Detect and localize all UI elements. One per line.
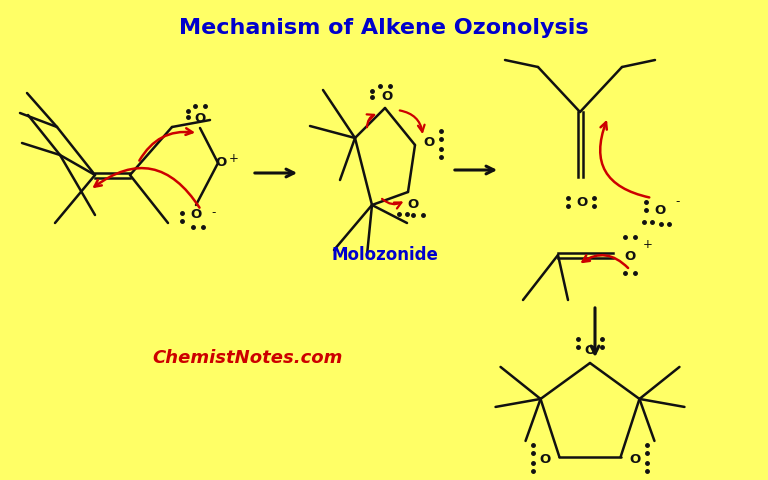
Text: O: O [584, 344, 596, 357]
Text: +: + [229, 152, 239, 165]
Text: O: O [382, 91, 392, 104]
Text: O: O [407, 197, 419, 211]
Text: Molozonide: Molozonide [332, 246, 439, 264]
Text: O: O [576, 195, 588, 208]
Text: -: - [212, 206, 216, 219]
Text: ChemistNotes.com: ChemistNotes.com [153, 349, 343, 367]
Text: O: O [624, 251, 636, 264]
Text: +: + [643, 239, 653, 252]
Text: -: - [676, 195, 680, 208]
Text: O: O [423, 136, 435, 149]
Text: O: O [215, 156, 227, 169]
Text: Mechanism of Alkene Ozonolysis: Mechanism of Alkene Ozonolysis [179, 18, 589, 38]
Text: O: O [654, 204, 666, 216]
Text: O: O [194, 111, 206, 124]
Text: O: O [629, 453, 641, 466]
Text: O: O [540, 453, 551, 466]
Text: O: O [190, 208, 202, 221]
